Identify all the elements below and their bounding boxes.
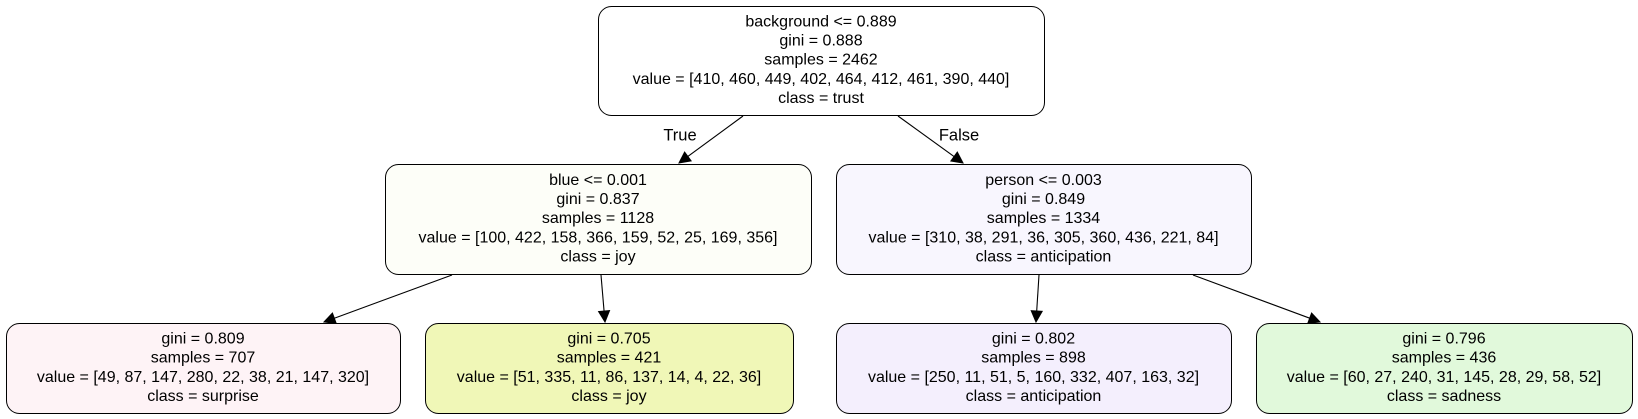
edge-left-lr xyxy=(597,274,611,324)
arrow-head-icon xyxy=(322,312,337,324)
node-samples: samples = 1128 xyxy=(542,210,654,227)
edge-root-right: False xyxy=(897,115,979,164)
node-gini: gini = 0.849 xyxy=(1002,191,1085,208)
node-box xyxy=(425,323,794,414)
node-class: class = sadness xyxy=(1387,388,1501,405)
node-class: class = trust xyxy=(778,90,864,107)
edge-line xyxy=(687,115,744,157)
arrow-head-icon xyxy=(1030,310,1044,324)
node-gini: gini = 0.802 xyxy=(992,330,1075,347)
edge-line xyxy=(600,274,605,312)
node-samples: samples = 2462 xyxy=(764,52,878,69)
node-value: value = [51, 335, 11, 86, 137, 14, 4, 22… xyxy=(457,369,761,386)
node-class: class = anticipation xyxy=(976,249,1112,266)
tree-node-rl: gini = 0.802 samples = 898 value = [250, 1… xyxy=(836,323,1232,414)
node-value: value = [49, 87, 147, 280, 22, 38, 21, 1… xyxy=(37,369,369,386)
edge-left-ll xyxy=(322,274,453,324)
node-split-rule: blue <= 0.001 xyxy=(549,172,647,189)
tree-node-root: background <= 0.889 gini = 0.888 samples =… xyxy=(598,6,1045,116)
edge-right-rr xyxy=(1192,274,1322,324)
tree-node-ll: gini = 0.809 samples = 707 value = [49, 87… xyxy=(6,323,401,414)
node-samples: samples = 421 xyxy=(557,350,662,367)
tree-node-lr: gini = 0.705 samples = 421 value = [51, 33… xyxy=(425,323,794,414)
edge-label: False xyxy=(939,126,979,144)
node-samples: samples = 1334 xyxy=(987,210,1101,227)
node-box xyxy=(836,164,1252,275)
node-gini: gini = 0.837 xyxy=(556,191,639,208)
node-box xyxy=(385,164,812,275)
node-samples: samples = 898 xyxy=(981,350,1086,367)
edge-line xyxy=(897,115,955,158)
node-split-rule: person <= 0.003 xyxy=(985,172,1102,189)
arrow-head-icon xyxy=(678,151,693,164)
node-gini: gini = 0.796 xyxy=(1402,330,1485,347)
tree-node-left: blue <= 0.001 gini = 0.837 samples = 1128 v… xyxy=(385,164,812,275)
node-value: value = [60, 27, 240, 31, 145, 28, 29, 5… xyxy=(1287,369,1601,386)
node-class: class = joy xyxy=(560,249,635,266)
node-value: value = [310, 38, 291, 36, 305, 360, 436… xyxy=(868,229,1218,246)
node-split-rule: background <= 0.889 xyxy=(745,13,896,30)
nodes-layer: background <= 0.889 gini = 0.888 samples =… xyxy=(6,6,1633,414)
node-gini: gini = 0.705 xyxy=(567,330,650,347)
tree-node-right: person <= 0.003 gini = 0.849 samples = 133… xyxy=(836,164,1252,275)
node-samples: samples = 436 xyxy=(1392,350,1497,367)
edge-right-rl xyxy=(1030,274,1044,324)
node-value: value = [250, 11, 51, 5, 160, 332, 407, … xyxy=(868,369,1199,386)
node-class: class = joy xyxy=(571,388,646,405)
edge-label: True xyxy=(663,126,696,144)
node-box xyxy=(598,6,1045,116)
node-box xyxy=(6,323,401,414)
node-class: class = anticipation xyxy=(966,388,1102,405)
edge-line xyxy=(1036,274,1040,312)
node-value: value = [100, 422, 158, 366, 159, 52, 25… xyxy=(419,229,778,246)
node-value: value = [410, 460, 449, 402, 464, 412, 4… xyxy=(633,71,1010,88)
node-box xyxy=(1256,323,1633,414)
node-class: class = surprise xyxy=(147,388,259,405)
edge-line xyxy=(334,274,453,319)
node-gini: gini = 0.809 xyxy=(161,330,244,347)
node-gini: gini = 0.888 xyxy=(779,33,862,50)
edge-line xyxy=(1192,274,1310,319)
edges-layer: True False xyxy=(322,115,1322,324)
arrow-head-icon xyxy=(1307,312,1322,324)
arrow-head-icon xyxy=(949,151,964,164)
arrow-head-icon xyxy=(597,310,611,324)
tree-node-rr: gini = 0.796 samples = 436 value = [60, 27… xyxy=(1256,323,1633,414)
node-samples: samples = 707 xyxy=(151,350,256,367)
node-box xyxy=(836,323,1232,414)
edge-root-left: True xyxy=(663,115,744,164)
